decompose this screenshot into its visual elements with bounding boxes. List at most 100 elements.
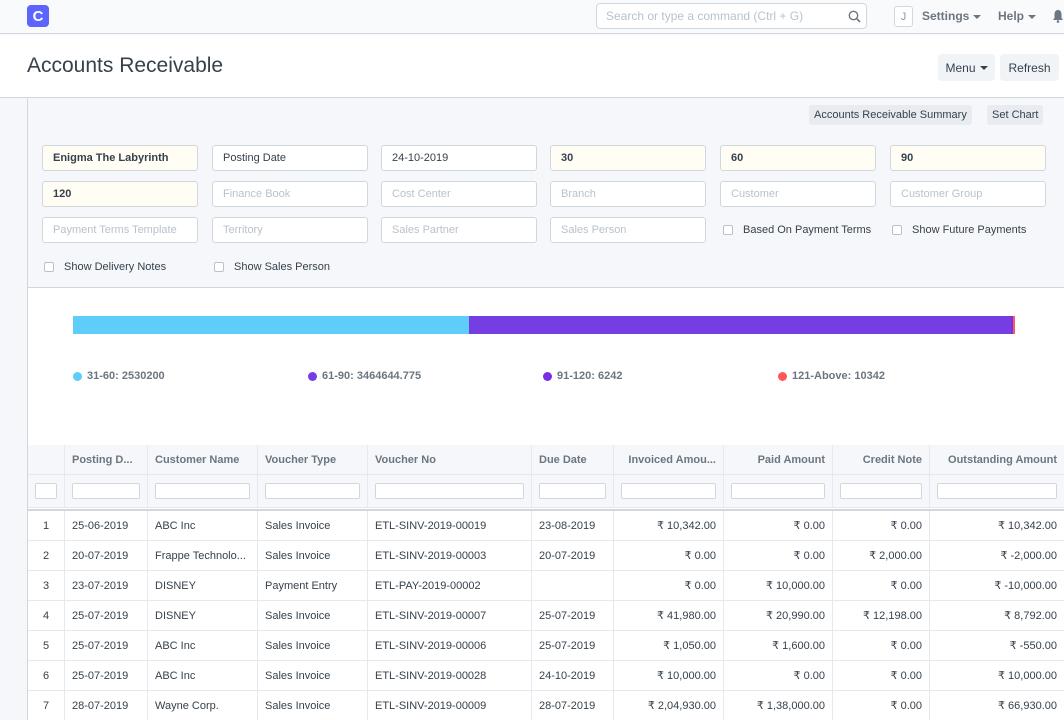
- bar-segment-61-90[interactable]: [469, 316, 1012, 334]
- sales-person-field[interactable]: Sales Person: [550, 217, 706, 243]
- checkbox-box[interactable]: [44, 262, 54, 272]
- column-header[interactable]: Voucher No: [368, 445, 532, 475]
- row-index-cell[interactable]: 7: [28, 691, 65, 720]
- table-cell[interactable]: ₹ 0.00: [833, 691, 930, 720]
- table-cell[interactable]: ₹ -550.00: [930, 631, 1064, 661]
- table-cell[interactable]: ₹ 20,990.00: [724, 601, 833, 631]
- branch-field[interactable]: Branch: [550, 181, 706, 207]
- column-header[interactable]: Paid Amount: [724, 445, 833, 475]
- table-cell[interactable]: ₹ 10,342.00: [614, 511, 724, 541]
- table-cell[interactable]: 28-07-2019: [65, 691, 148, 720]
- table-cell[interactable]: ₹ 8,792.00: [930, 601, 1064, 631]
- table-cell[interactable]: ETL-SINV-2019-00028: [368, 661, 532, 691]
- table-cell[interactable]: 23-08-2019: [532, 511, 614, 541]
- table-cell[interactable]: ₹ 0.00: [724, 511, 833, 541]
- table-cell[interactable]: ₹ 0.00: [614, 571, 724, 601]
- table-cell[interactable]: ₹ 10,342.00: [930, 511, 1064, 541]
- column-filter-input[interactable]: [72, 483, 140, 499]
- show-delivery-notes-checkbox[interactable]: Show Delivery Notes: [44, 261, 166, 273]
- row-index-cell[interactable]: 2: [28, 541, 65, 571]
- table-cell[interactable]: ₹ 0.00: [833, 661, 930, 691]
- table-cell[interactable]: DISNEY: [148, 601, 258, 631]
- table-cell[interactable]: ₹ 10,000.00: [724, 571, 833, 601]
- customer-field[interactable]: Customer: [720, 181, 876, 207]
- table-cell[interactable]: 28-07-2019: [532, 691, 614, 720]
- table-cell[interactable]: ETL-SINV-2019-00003: [368, 541, 532, 571]
- row-index-cell[interactable]: 6: [28, 661, 65, 691]
- bar-segment-121-Above[interactable]: [1012, 316, 1015, 334]
- row-index-cell[interactable]: 5: [28, 631, 65, 661]
- range1-field[interactable]: 30: [550, 145, 706, 171]
- app-logo[interactable]: C: [27, 5, 49, 27]
- table-cell[interactable]: ₹ 0.00: [724, 661, 833, 691]
- table-cell[interactable]: Payment Entry: [258, 571, 368, 601]
- column-filter-input[interactable]: [155, 483, 250, 499]
- table-cell[interactable]: ₹ 0.00: [614, 541, 724, 571]
- settings-dropdown[interactable]: Settings: [922, 9, 982, 23]
- table-cell[interactable]: Sales Invoice: [258, 631, 368, 661]
- table-cell[interactable]: Sales Invoice: [258, 661, 368, 691]
- checkbox-box[interactable]: [892, 225, 902, 235]
- table-cell[interactable]: ₹ 0.00: [833, 631, 930, 661]
- table-cell[interactable]: Sales Invoice: [258, 691, 368, 720]
- show-sales-person-checkbox[interactable]: Show Sales Person: [214, 261, 330, 273]
- table-cell[interactable]: Frappe Technolo...: [148, 541, 258, 571]
- sales-partner-field[interactable]: Sales Partner: [381, 217, 537, 243]
- table-cell[interactable]: 25-07-2019: [65, 601, 148, 631]
- checkbox-box[interactable]: [214, 262, 224, 272]
- table-cell[interactable]: 25-07-2019: [532, 601, 614, 631]
- table-cell[interactable]: 25-07-2019: [65, 631, 148, 661]
- table-cell[interactable]: 24-10-2019: [532, 661, 614, 691]
- row-index-cell[interactable]: 4: [28, 601, 65, 631]
- row-index-cell[interactable]: 3: [28, 571, 65, 601]
- avatar[interactable]: J: [894, 6, 913, 27]
- range4-field[interactable]: 120: [42, 181, 198, 207]
- table-cell[interactable]: ₹ -2,000.00: [930, 541, 1064, 571]
- table-cell[interactable]: Sales Invoice: [258, 541, 368, 571]
- table-cell[interactable]: ETL-SINV-2019-00006: [368, 631, 532, 661]
- table-cell[interactable]: Wayne Corp.: [148, 691, 258, 720]
- bell-icon[interactable]: [1052, 9, 1064, 23]
- table-cell[interactable]: ₹ 10,000.00: [614, 661, 724, 691]
- table-cell[interactable]: ETL-SINV-2019-00009: [368, 691, 532, 720]
- bar-segment-91-120[interactable]: [1011, 316, 1013, 334]
- column-filter-input[interactable]: [937, 483, 1057, 499]
- territory-field[interactable]: Territory: [212, 217, 368, 243]
- company-field[interactable]: Enigma The Labyrinth: [42, 145, 198, 171]
- column-filter-input[interactable]: [265, 483, 360, 499]
- table-cell[interactable]: DISNEY: [148, 571, 258, 601]
- table-cell[interactable]: ₹ 1,38,000.00: [724, 691, 833, 720]
- table-cell[interactable]: ₹ 0.00: [833, 571, 930, 601]
- table-cell[interactable]: ₹ 1,600.00: [724, 631, 833, 661]
- table-cell[interactable]: ETL-PAY-2019-00002: [368, 571, 532, 601]
- column-header[interactable]: Due Date: [532, 445, 614, 475]
- customer-group-field[interactable]: Customer Group: [890, 181, 1046, 207]
- table-cell[interactable]: ₹ 12,198.00: [833, 601, 930, 631]
- help-dropdown[interactable]: Help: [998, 9, 1037, 23]
- column-header[interactable]: Voucher Type: [258, 445, 368, 475]
- payment-terms-template-field[interactable]: Payment Terms Template: [42, 217, 198, 243]
- report-date-field[interactable]: 24-10-2019: [381, 145, 537, 171]
- table-cell[interactable]: ₹ 0.00: [724, 541, 833, 571]
- table-cell[interactable]: ETL-SINV-2019-00019: [368, 511, 532, 541]
- column-header[interactable]: Credit Note: [833, 445, 930, 475]
- search-input[interactable]: [597, 4, 837, 28]
- column-header[interactable]: Posting D...: [65, 445, 148, 475]
- finance-book-field[interactable]: Finance Book: [212, 181, 368, 207]
- table-cell[interactable]: 23-07-2019: [65, 571, 148, 601]
- table-cell[interactable]: 20-07-2019: [532, 541, 614, 571]
- table-cell[interactable]: ₹ 0.00: [833, 511, 930, 541]
- table-cell[interactable]: 25-06-2019: [65, 511, 148, 541]
- search-icon[interactable]: [848, 10, 861, 23]
- table-cell[interactable]: ABC Inc: [148, 631, 258, 661]
- column-header[interactable]: Outstanding Amount: [930, 445, 1064, 475]
- table-cell[interactable]: ₹ 41,980.00: [614, 601, 724, 631]
- column-filter-input[interactable]: [731, 483, 825, 499]
- table-cell[interactable]: ₹ 2,000.00: [833, 541, 930, 571]
- summary-button[interactable]: Accounts Receivable Summary: [809, 105, 972, 125]
- menu-button[interactable]: Menu: [938, 54, 995, 81]
- table-cell[interactable]: ₹ 10,000.00: [930, 661, 1064, 691]
- table-cell[interactable]: ₹ 66,930.00: [930, 691, 1064, 720]
- table-cell[interactable]: 25-07-2019: [65, 661, 148, 691]
- table-cell[interactable]: ₹ 2,04,930.00: [614, 691, 724, 720]
